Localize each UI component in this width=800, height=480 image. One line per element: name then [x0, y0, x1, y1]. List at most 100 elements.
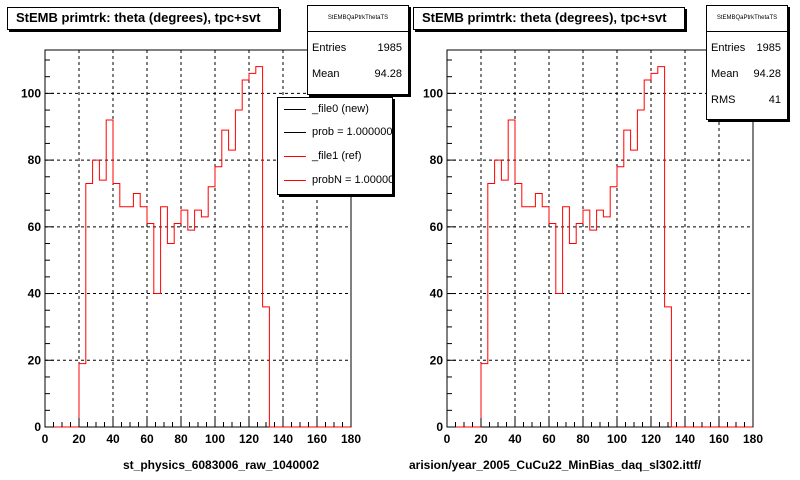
right-y-tick-label-2: 40 [430, 287, 444, 301]
legend-label-file1: _file1 (ref) [312, 150, 362, 162]
left-histogram-bin-5 [79, 364, 86, 427]
right-histogram-bin-12 [529, 207, 536, 427]
right-histogram-bin-24 [610, 187, 617, 427]
right-x-axis-file-label: arision/year_2005_CuCu22_MinBias_daq_sl3… [409, 458, 702, 472]
right-histogram-bin-5 [481, 364, 488, 427]
right-histogram-bin-11 [522, 207, 529, 427]
left-histogram-bin-10 [113, 183, 120, 427]
right-x-tick-label-4: 80 [576, 432, 590, 446]
left-histogram-bin-23 [201, 217, 208, 427]
left-stats-entries-label: Entries [312, 42, 347, 54]
right-x-tick-label-6: 120 [641, 432, 661, 446]
legend-line-file0 [284, 109, 306, 110]
left-histogram-bin-27 [229, 150, 236, 427]
left-histogram-bin-30 [249, 73, 256, 427]
right-histogram-bin-27 [631, 150, 638, 427]
right-x-tick-label-5: 100 [607, 432, 627, 446]
left-y-tick-label-1: 20 [28, 353, 42, 367]
right-stats-mean-value: 94.28 [753, 68, 781, 80]
left-histogram-bin-19 [174, 223, 181, 427]
left-histogram-bin-12 [127, 207, 134, 427]
legend-label-prob: prob = 1.000000 [312, 126, 393, 138]
right-histogram-bin-29 [644, 80, 651, 427]
right-histogram-bin-6 [488, 183, 495, 427]
right-y-tick-label-5: 100 [423, 86, 443, 100]
left-histogram-bin-6 [86, 183, 93, 427]
right-histogram-bin-7 [495, 160, 502, 427]
right-histogram-bin-26 [624, 130, 631, 427]
left-stats-mean-value: 94.28 [374, 68, 402, 80]
left-x-tick-label-2: 40 [106, 432, 120, 446]
right-histogram-bin-8 [501, 180, 508, 427]
right-histogram-bin-13 [535, 193, 542, 427]
right-x-tick-label-9: 180 [743, 432, 763, 446]
left-x-tick-label-6: 120 [239, 432, 259, 446]
right-histogram-bin-21 [590, 230, 597, 427]
right-histogram-bin-23 [603, 217, 610, 427]
left-x-tick-label-8: 160 [307, 432, 327, 446]
right-x-tick-label-2: 40 [508, 432, 522, 446]
left-histogram-bin-26 [222, 130, 229, 427]
left-histogram-bin-28 [235, 110, 242, 427]
left-histogram-bin-21 [188, 230, 195, 427]
left-y-tick-label-5: 100 [21, 86, 41, 100]
left-plot-title: StEMB primtrk: theta (degrees), tpc+svt [7, 7, 279, 30]
left-x-tick-label-0: 0 [42, 432, 49, 446]
right-histogram-bin-14 [542, 207, 549, 427]
left-y-tick-label-4: 80 [28, 153, 42, 167]
legend-label-file0: _file0 (new) [312, 103, 369, 115]
right-histogram-bin-19 [576, 223, 583, 427]
left-histogram-bin-9 [106, 120, 113, 427]
left-stats-box: StEMBQaPtrkThetaTS Entries 1985 Mean 94.… [307, 5, 409, 95]
left-histogram-bin-7 [93, 160, 100, 427]
right-x-tick-label-1: 20 [474, 432, 488, 446]
right-plot-title: StEMB primtrk: theta (degrees), tpc+svt [413, 7, 685, 30]
right-histogram-bin-18 [569, 244, 576, 427]
left-x-tick-label-9: 180 [341, 432, 361, 446]
left-x-tick-label-7: 140 [273, 432, 293, 446]
right-histogram-bin-15 [549, 223, 556, 427]
left-x-tick-label-3: 60 [140, 432, 154, 446]
right-stats-entries-value: 1985 [756, 42, 781, 54]
left-histogram-bin-25 [215, 167, 222, 427]
right-stats-box: StEMBQaPtrkThetaTS Entries 1985 Mean 94.… [706, 5, 788, 120]
left-histogram-bin-31 [256, 67, 263, 427]
right-y-tick-label-0: 0 [436, 420, 443, 434]
left-y-tick-label-2: 40 [28, 287, 42, 301]
right-stats-name: StEMBQaPtrkThetaTS [707, 6, 787, 32]
right-histogram-bin-16 [556, 294, 563, 427]
left-histogram-bin-20 [181, 210, 188, 427]
right-histogram-bin-25 [617, 167, 624, 427]
legend-box: _file0 (new) prob = 1.000000 _file1 (ref… [277, 97, 393, 195]
left-histogram-bin-18 [167, 244, 174, 427]
legend-line-prob [284, 132, 306, 133]
left-x-tick-label-1: 20 [72, 432, 86, 446]
left-x-tick-label-4: 80 [174, 432, 188, 446]
left-histogram-bin-8 [99, 180, 106, 427]
right-histogram-bin-28 [637, 110, 644, 427]
left-histogram-bin-29 [242, 80, 249, 427]
right-histogram-bin-17 [563, 207, 570, 427]
right-x-tick-label-3: 60 [542, 432, 556, 446]
right-stats-rms-value: 41 [768, 94, 781, 106]
right-histogram-bin-9 [508, 120, 515, 427]
right-y-tick-label-4: 80 [430, 153, 444, 167]
left-histogram-series [45, 66, 351, 428]
left-histogram-bin-11 [120, 207, 127, 427]
right-histogram-series [447, 66, 753, 428]
left-stats-name: StEMBQaPtrkThetaTS [308, 6, 408, 32]
left-histogram-bin-15 [147, 223, 154, 427]
left-histogram-bin-14 [140, 207, 147, 427]
left-histogram-bin-16 [154, 294, 161, 427]
right-x-tick-label-8: 160 [709, 432, 729, 446]
left-histogram-bin-17 [161, 207, 168, 427]
right-histogram-bin-10 [515, 183, 522, 427]
left-x-tick-label-5: 100 [205, 432, 225, 446]
left-stats-entries-value: 1985 [377, 42, 402, 54]
right-y-tick-label-3: 60 [430, 220, 444, 234]
right-stats-rms-label: RMS [711, 94, 736, 106]
left-y-tick-label-3: 60 [28, 220, 42, 234]
legend-line-file1 [284, 156, 306, 157]
right-stats-mean-label: Mean [711, 68, 739, 80]
